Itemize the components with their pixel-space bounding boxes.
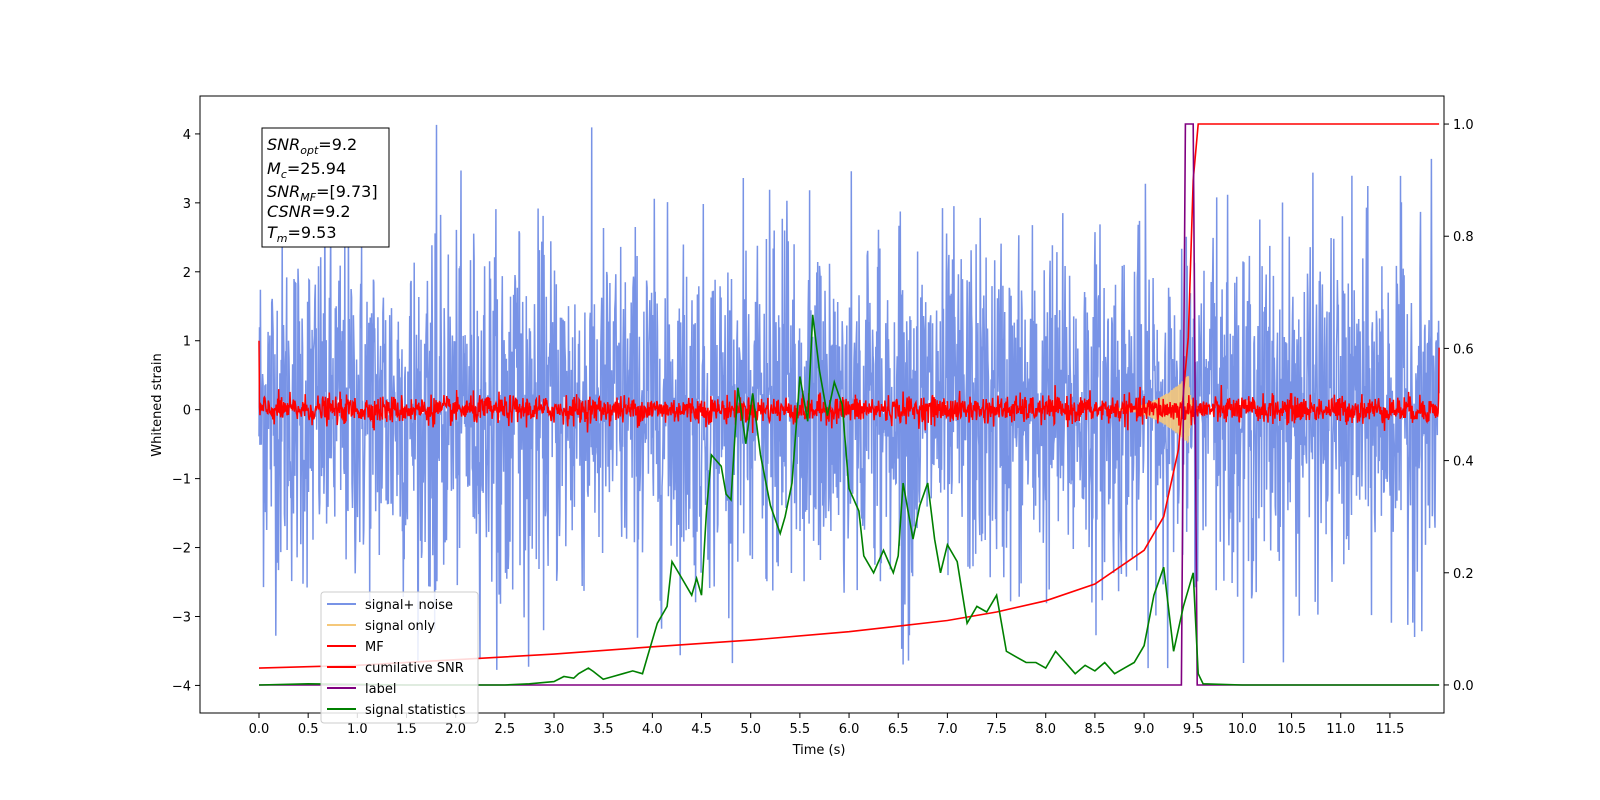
x-tick-label: 4.0 [642,722,663,737]
x-tick-label: 1.0 [347,722,368,737]
x-tick-label: 4.5 [691,722,712,737]
x-axis: 0.0 0.5 1.0 1.5 2.0 2.5 3.0 3.5 4.0 4.5 5.0 5.5 6.0 6… [249,713,1404,737]
legend-entry: signal only [327,619,435,634]
y-tick-label-left: −4 [172,679,191,694]
legend: signal+ noise signal only MF cumilative … [320,591,479,724]
annotation-line-mc: Mc=25.94 [267,159,346,181]
legend-entry: cumilative SNR [327,661,464,676]
y-axis-left-label: Whitened strain [150,353,165,456]
x-tick-label: 7.5 [986,722,1007,737]
x-tick-label: 11.0 [1326,722,1355,737]
x-tick-label: 5.0 [740,722,761,737]
x-tick-label: 11.5 [1375,722,1404,737]
y-tick-label-right: 0.8 [1453,230,1474,245]
x-tick-label: 0.5 [298,722,319,737]
annotation-frame [261,127,390,248]
x-tick-label: 9.5 [1183,722,1204,737]
x-tick-label: 8.0 [1035,722,1056,737]
series-signal-statistics [258,314,1440,686]
legend-entry: MF [327,640,384,655]
legend-entry: signal+ noise [327,598,453,613]
x-tick-label: 0.0 [249,722,270,737]
y-tick-label-left: 3 [183,197,191,212]
x-tick-label: 10.5 [1277,722,1306,737]
x-tick-label: 1.5 [396,722,417,737]
annotation-line-snr-opt: SNRopt=9.2 [267,135,357,157]
x-tick-label: 6.5 [888,722,909,737]
series-cumulative-snr [258,123,1440,669]
annotation-line-snr-mf: SNRMF=[9.73] [267,182,378,204]
y-tick-label-left: 4 [183,128,191,143]
annotation-line-tm: Tm=9.53 [267,223,337,245]
y-tick-label-left: −3 [172,610,191,625]
series-mf [258,340,1440,434]
series-layer [258,123,1440,686]
y-tick-label-right: 1.0 [1453,118,1474,133]
x-tick-label: 10.0 [1228,722,1257,737]
y-tick-label-left: −1 [172,473,191,488]
y-tick-label-left: 0 [183,404,191,419]
legend-label: label [365,682,396,697]
x-tick-label: 9.0 [1134,722,1155,737]
y-tick-label-right: 0.4 [1453,455,1474,470]
legend-label: cumilative SNR [365,661,464,676]
series-signal-noise [258,124,1440,670]
legend-label: signal only [365,619,435,634]
y-axis-right: 1.0 0.8 0.6 0.4 0.2 0.0 [1444,118,1474,694]
legend-entry: label [327,682,396,697]
x-tick-label: 7.0 [937,722,958,737]
x-tick-label: 3.5 [593,722,614,737]
x-tick-label: 2.0 [445,722,466,737]
annotation-box: SNRopt=9.2 Mc=25.94 SNRMF=[9.73] CSNR=9.… [261,127,390,248]
y-tick-label-left: 1 [183,335,191,350]
y-tick-label-right: 0.6 [1453,342,1474,357]
x-tick-label: 6.0 [839,722,860,737]
x-tick-label: 8.5 [1085,722,1106,737]
legend-entry: signal statistics [327,703,466,718]
y-tick-label-left: −2 [172,542,191,557]
legend-label: MF [365,640,384,655]
legend-label: signal+ noise [365,598,453,613]
plot-frame [199,95,1445,714]
annotation-line-csnr: CSNR=9.2 [267,202,351,221]
y-tick-label-right: 0.0 [1453,679,1474,694]
x-tick-label: 2.5 [495,722,516,737]
x-tick-label: 5.5 [790,722,811,737]
y-tick-label-right: 0.2 [1453,567,1474,582]
x-tick-label: 3.0 [544,722,565,737]
y-axis-left: 4 3 2 1 0 −1 −2 −3 −4 [172,128,200,694]
x-axis-label: Time (s) [792,743,846,758]
legend-label: signal statistics [365,703,466,718]
y-tick-label-left: 2 [183,266,191,281]
legend-frame [320,591,479,724]
